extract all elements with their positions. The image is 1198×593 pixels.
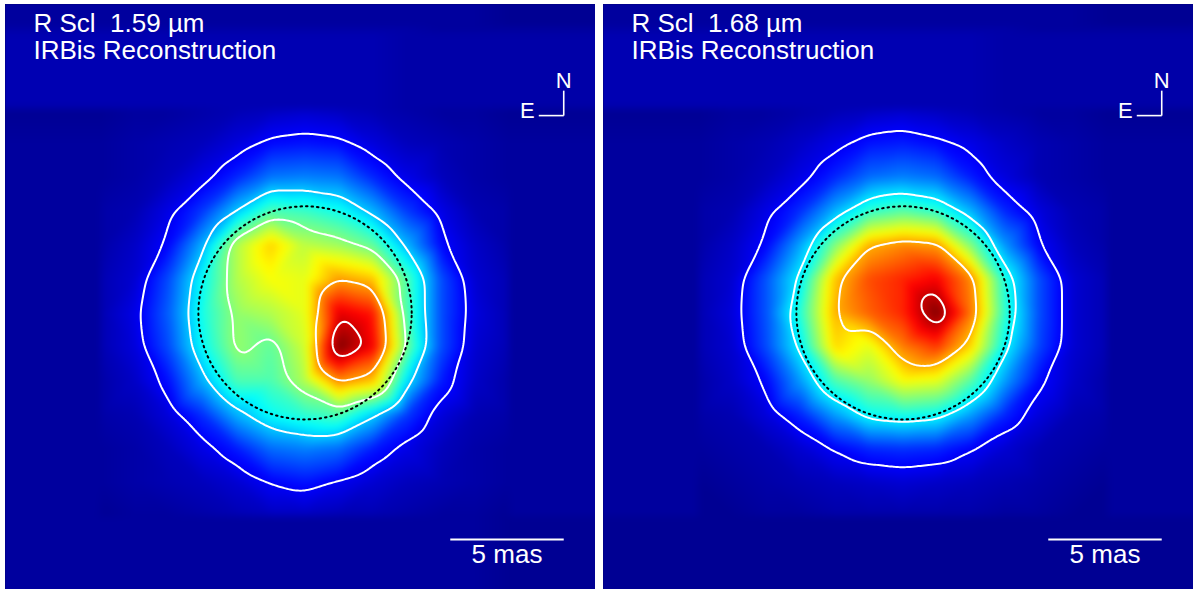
svg-text:E: E <box>520 98 535 123</box>
svg-text:R Scl 1.68 µmIRBis Reconstruc: R Scl 1.68 µmIRBis Reconstruction <box>632 8 875 65</box>
svg-text:5 mas: 5 mas <box>1070 539 1141 569</box>
svg-text:5 mas: 5 mas <box>472 539 543 569</box>
svg-text:N: N <box>1154 68 1170 93</box>
svg-text:N: N <box>556 68 572 93</box>
svg-text:E: E <box>1118 98 1133 123</box>
svg-text:R Scl 1.59 µmIRBis Reconstruc: R Scl 1.59 µmIRBis Reconstruction <box>34 8 277 65</box>
